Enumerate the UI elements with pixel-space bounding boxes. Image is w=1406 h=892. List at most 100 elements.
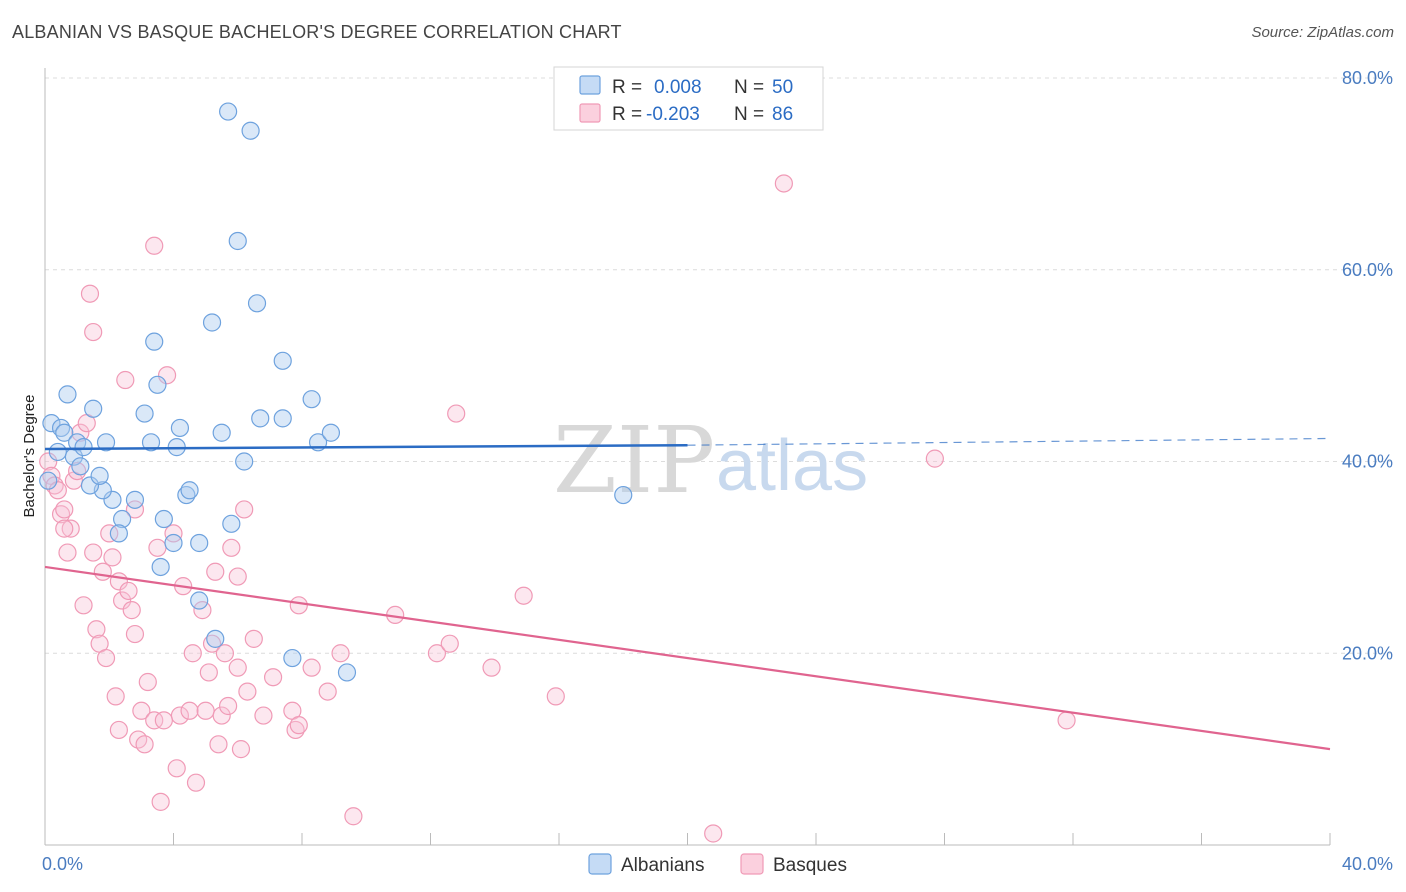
basque-point-54 xyxy=(228,658,247,677)
basque-point-55 xyxy=(228,567,247,586)
basque-point-49 xyxy=(209,735,228,754)
y-tick-label-80: 80.0% xyxy=(1342,68,1393,88)
x-tick-label-min: 0.0% xyxy=(42,854,83,874)
basque-point-82 xyxy=(154,711,173,730)
basque-point-46 xyxy=(199,663,218,682)
legend-n-label-2: N = xyxy=(734,104,764,125)
basque-point-41 xyxy=(180,701,199,720)
basque-point-72 xyxy=(482,658,501,677)
albanian-point-28 xyxy=(190,533,209,553)
basque-point-73 xyxy=(514,586,533,605)
basques-trend-line xyxy=(44,565,1331,751)
basque-point-57 xyxy=(235,500,254,519)
albanian-point-25 xyxy=(170,418,190,438)
legend-bottom-basques: Basques xyxy=(773,855,847,876)
basque-point-14 xyxy=(84,543,103,562)
albanian-point-33 xyxy=(219,102,238,121)
basque-point-13 xyxy=(84,322,103,342)
legend-n-value-2: 86 xyxy=(772,104,793,125)
albanian-point-15 xyxy=(109,524,128,543)
basque-point-34 xyxy=(148,538,167,557)
basque-point-18 xyxy=(96,648,116,668)
legend-bottom-swatch-albanians xyxy=(588,853,612,875)
basque-point-81 xyxy=(125,624,145,644)
albanian-point-45 xyxy=(321,423,341,442)
basque-point-0 xyxy=(39,452,58,471)
x-tick-label-max: 40.0% xyxy=(1342,854,1393,874)
albanian-point-11 xyxy=(103,490,122,509)
basque-point-56 xyxy=(231,740,251,759)
basque-point-36 xyxy=(151,792,170,811)
albanian-point-36 xyxy=(235,452,254,471)
x-tick-labels: 0.0% 40.0% xyxy=(42,854,1393,874)
basque-point-30 xyxy=(132,701,151,720)
albanian-point-13 xyxy=(80,476,100,495)
basque-point-59 xyxy=(254,706,273,725)
legend-swatch-albanians xyxy=(579,75,601,95)
albanian-point-29 xyxy=(190,591,209,610)
basque-point-7 xyxy=(61,519,80,538)
basque-point-45 xyxy=(196,701,215,720)
basque-point-26 xyxy=(119,581,138,601)
albanians-trend-extension xyxy=(687,437,1331,446)
basque-point-15 xyxy=(87,620,106,639)
grid-lines xyxy=(45,77,1392,654)
albanian-point-37 xyxy=(241,121,260,140)
basque-point-67 xyxy=(344,807,363,826)
albanian-point-17 xyxy=(135,404,154,423)
albanian-point-3 xyxy=(55,423,74,442)
albanian-point-10 xyxy=(96,433,116,452)
albanian-point-19 xyxy=(145,332,164,351)
albanian-point-9 xyxy=(84,399,103,418)
basque-point-58 xyxy=(244,629,263,648)
basque-point-5 xyxy=(55,500,74,519)
albanian-point-22 xyxy=(154,509,173,529)
albanian-point-7 xyxy=(74,438,93,457)
legend-bottom-swatch-basques xyxy=(740,853,764,875)
basque-point-25 xyxy=(116,370,135,390)
basque-point-70 xyxy=(440,634,459,653)
basque-point-76 xyxy=(774,174,793,193)
legend-r-value-1: 0.008 xyxy=(654,77,702,98)
basque-point-63 xyxy=(289,716,308,735)
legend-bottom: Albanians Basques xyxy=(588,853,847,876)
albanian-point-27 xyxy=(180,481,199,500)
albanian-point-16 xyxy=(125,490,145,509)
legend-n-value-1: 50 xyxy=(772,77,793,98)
basque-point-77 xyxy=(925,449,944,468)
albanian-point-18 xyxy=(141,433,161,452)
y-tick-label-60: 60.0% xyxy=(1342,260,1393,280)
y-tick-labels: 20.0% 40.0% 60.0% 80.0% xyxy=(1342,68,1393,663)
albanian-point-30 xyxy=(202,313,222,332)
albanian-point-6 xyxy=(71,457,90,476)
basque-point-47 xyxy=(202,634,222,653)
albanian-point-38 xyxy=(247,294,267,313)
basque-point-9 xyxy=(68,461,87,481)
basque-point-24 xyxy=(112,591,132,610)
albanian-point-43 xyxy=(302,390,321,409)
basque-point-21 xyxy=(106,687,125,706)
basques-points xyxy=(39,174,1076,843)
basque-point-27 xyxy=(122,601,141,620)
albanian-point-32 xyxy=(212,423,231,442)
basque-point-52 xyxy=(219,696,238,716)
basque-point-33 xyxy=(145,711,164,730)
chart-title: ALBANIAN VS BASQUE BACHELOR'S DEGREE COR… xyxy=(12,22,622,42)
basque-point-84 xyxy=(238,682,257,701)
albanian-point-2 xyxy=(48,442,67,462)
basque-point-31 xyxy=(135,735,154,754)
watermark-zip: ZIP xyxy=(553,407,715,514)
basque-point-60 xyxy=(263,668,283,687)
albanians-trend-line xyxy=(44,443,688,451)
albanian-point-1 xyxy=(51,418,71,438)
basque-point-19 xyxy=(100,524,119,543)
albanian-point-21 xyxy=(151,557,170,577)
trend-lines xyxy=(44,437,1331,751)
basque-point-80 xyxy=(74,596,93,615)
basque-point-43 xyxy=(186,773,206,792)
legend-r-label-1: R = xyxy=(612,77,642,98)
basque-point-17 xyxy=(93,562,112,581)
basque-point-35 xyxy=(145,236,164,255)
basque-point-74 xyxy=(546,687,565,706)
